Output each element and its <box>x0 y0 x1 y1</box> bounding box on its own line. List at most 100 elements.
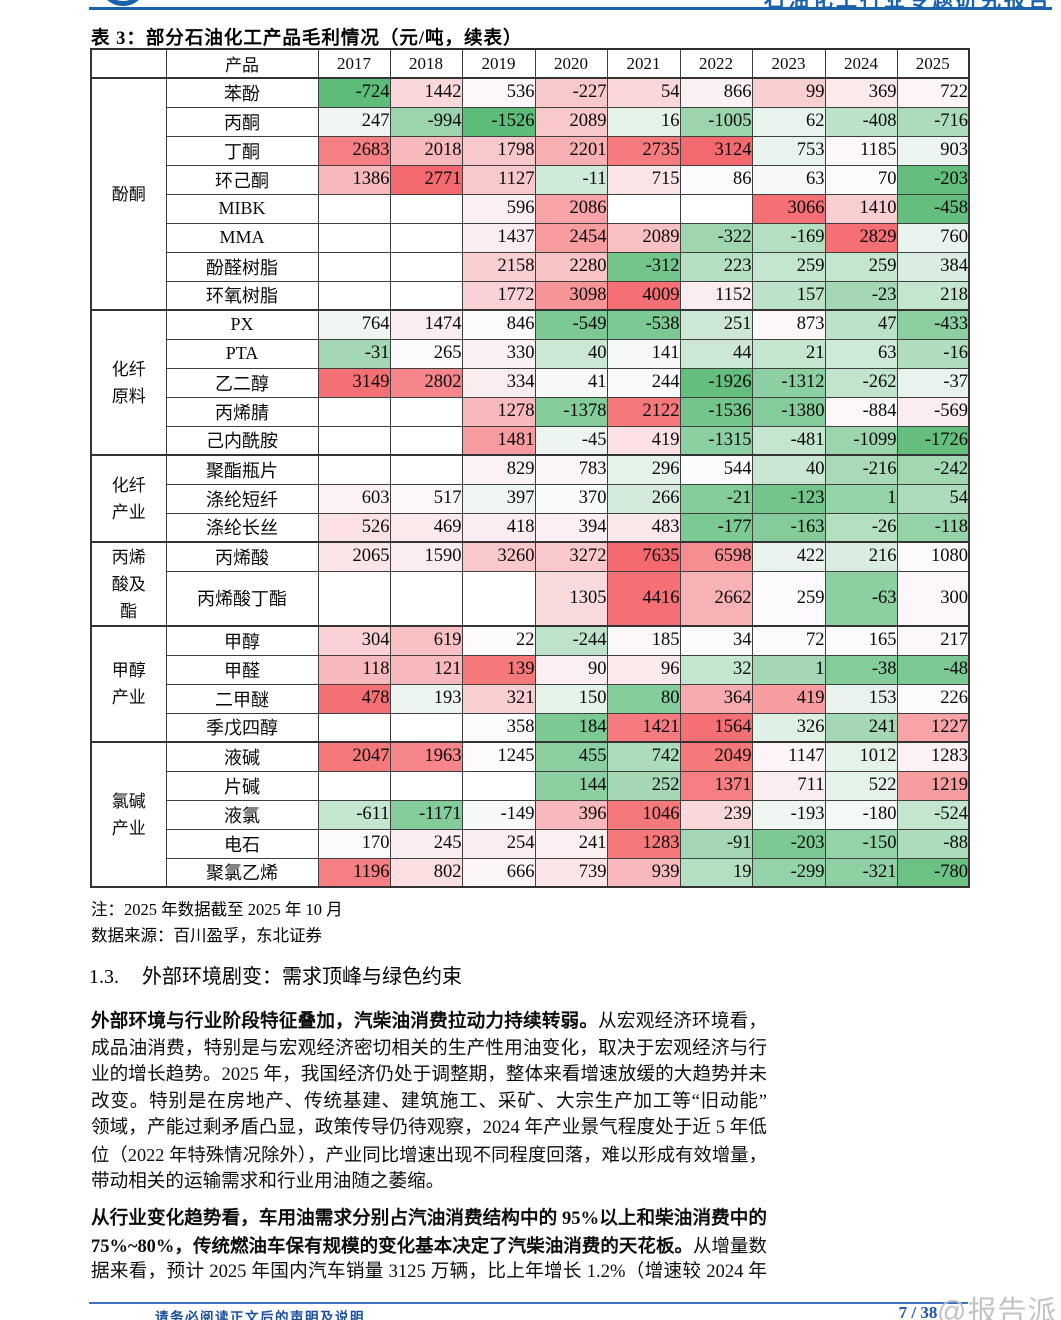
value-cell: 170 <box>317 828 391 859</box>
value-cell: 369 <box>824 77 898 108</box>
product-header: 产品 <box>165 48 319 79</box>
value-cell <box>389 770 463 801</box>
value-cell: 358 <box>461 712 536 743</box>
group-label-line: 酯 <box>120 601 138 621</box>
value-cell <box>317 570 391 627</box>
value-cell: 62 <box>751 106 826 137</box>
value-cell: 1963 <box>389 741 463 772</box>
value-cell: 226 <box>896 683 970 714</box>
value-cell: 157 <box>751 280 826 311</box>
product-cell: 片碱 <box>165 770 319 801</box>
value-cell: 739 <box>534 857 608 888</box>
value-cell: 239 <box>679 799 753 830</box>
value-cell <box>679 193 753 224</box>
group-label-line: 产业 <box>111 688 146 707</box>
value-cell: 241 <box>824 712 898 743</box>
paragraph-line: 据来看，预计 2025 年国内汽车销量 3125 万辆，比上年增长 1.2%（增… <box>91 1259 767 1286</box>
group-label-line: 产业 <box>111 818 146 838</box>
value-cell: 3098 <box>534 280 608 311</box>
value-cell: 245 <box>389 828 463 859</box>
value-cell <box>317 193 391 224</box>
table-note: 注：2025 年数据截至 2025 年 10 月 <box>91 900 343 919</box>
value-cell: -37 <box>896 367 970 398</box>
value-cell: 70 <box>824 164 898 195</box>
product-cell: 丙烯酸 <box>165 541 319 572</box>
value-cell: 63 <box>751 164 826 195</box>
value-cell: -1726 <box>896 425 970 456</box>
value-cell: 185 <box>606 625 681 656</box>
value-cell <box>317 770 391 801</box>
group-label: 丙烯 酸及酯 <box>90 541 167 627</box>
group-label-line: 产业 <box>111 502 146 522</box>
value-cell: 2771 <box>389 164 463 195</box>
value-cell: 1305 <box>534 570 608 627</box>
value-cell: -549 <box>534 309 608 340</box>
value-cell: 1127 <box>461 164 536 195</box>
value-cell: 1185 <box>824 135 898 166</box>
product-cell: 环己酮 <box>165 164 319 195</box>
value-cell: 394 <box>534 512 608 543</box>
value-cell: -299 <box>751 857 826 888</box>
value-cell: 1245 <box>461 741 536 772</box>
value-cell <box>461 570 536 627</box>
value-cell: 121 <box>389 654 463 685</box>
value-cell <box>461 770 536 801</box>
value-cell: 478 <box>317 683 391 714</box>
value-cell: 1410 <box>824 193 898 224</box>
value-cell: -203 <box>896 164 970 195</box>
value-cell: -724 <box>317 77 391 108</box>
product-cell: 液氯 <box>165 799 319 830</box>
value-cell: 44 <box>679 338 753 369</box>
paragraph-text: 改变。特别是在房地产、传统基建、建筑施工、采矿、大宗生产加工等“旧动能” <box>91 1090 767 1112</box>
product-cell: 液碱 <box>165 741 319 772</box>
value-cell <box>389 454 463 485</box>
year-header: 2019 <box>461 48 536 79</box>
value-cell: 1227 <box>896 712 970 743</box>
value-cell: 469 <box>389 512 463 543</box>
value-cell: -1171 <box>389 799 463 830</box>
value-cell: 326 <box>751 712 826 743</box>
value-cell: 80 <box>606 683 681 714</box>
value-cell: -227 <box>534 77 608 108</box>
value-cell: 619 <box>389 625 463 656</box>
value-cell: 3066 <box>751 193 826 224</box>
value-cell <box>317 222 391 253</box>
value-cell: 753 <box>751 135 826 166</box>
value-cell: 419 <box>606 425 681 456</box>
value-cell: -203 <box>751 828 826 859</box>
value-cell: 4416 <box>606 570 681 627</box>
value-cell: 422 <box>751 541 826 572</box>
margin-table: 产品 2017 2018 2019 2020 2021 2022 2023 2024 2025 酚… <box>90 48 970 888</box>
value-cell: 247 <box>317 106 391 137</box>
value-cell: -884 <box>824 396 898 427</box>
header-clip: 石油化工行业专题研究报告 <box>0 0 1061 7</box>
product-cell: 聚酯瓶片 <box>165 454 319 485</box>
value-cell: 2122 <box>606 396 681 427</box>
paragraph-text: 领域，产能过剩矛盾凸显，政策传导仍待观察，2024 年产业景气程度处于近 5 年… <box>91 1117 767 1139</box>
value-cell: 3260 <box>461 541 536 572</box>
header-rule <box>89 7 1052 10</box>
value-cell <box>389 280 463 311</box>
value-cell: -31 <box>317 338 391 369</box>
value-cell <box>389 193 463 224</box>
value-cell: 252 <box>606 770 681 801</box>
value-cell <box>389 251 463 282</box>
value-cell: -994 <box>389 106 463 137</box>
paragraph-line: 成品油消费，特别是与宏观经济密切相关的生产性用油变化，取决于宏观经济与行 <box>91 1036 767 1063</box>
value-cell: 223 <box>679 251 753 282</box>
value-cell: -408 <box>824 106 898 137</box>
value-cell: -458 <box>896 193 970 224</box>
value-cell: 2089 <box>534 106 608 137</box>
value-cell: 715 <box>606 164 681 195</box>
value-cell: 165 <box>824 625 898 656</box>
value-cell: 2065 <box>317 541 391 572</box>
value-cell: 1196 <box>317 857 391 888</box>
value-cell: 2829 <box>824 222 898 253</box>
product-cell: 涤纶长丝 <box>165 512 319 543</box>
value-cell: 783 <box>534 454 608 485</box>
value-cell: 666 <box>461 857 536 888</box>
value-cell: -780 <box>896 857 970 888</box>
paragraph-text: 业的增长趋势。2025 年，我国经济仍处于调整期，整体来看增速放缓的大趋势并未 <box>91 1064 767 1086</box>
paragraph-text: 据来看，预计 2025 年国内汽车销量 3125 万辆，比上年增长 1.2%（增… <box>91 1261 767 1283</box>
value-cell: 2201 <box>534 135 608 166</box>
